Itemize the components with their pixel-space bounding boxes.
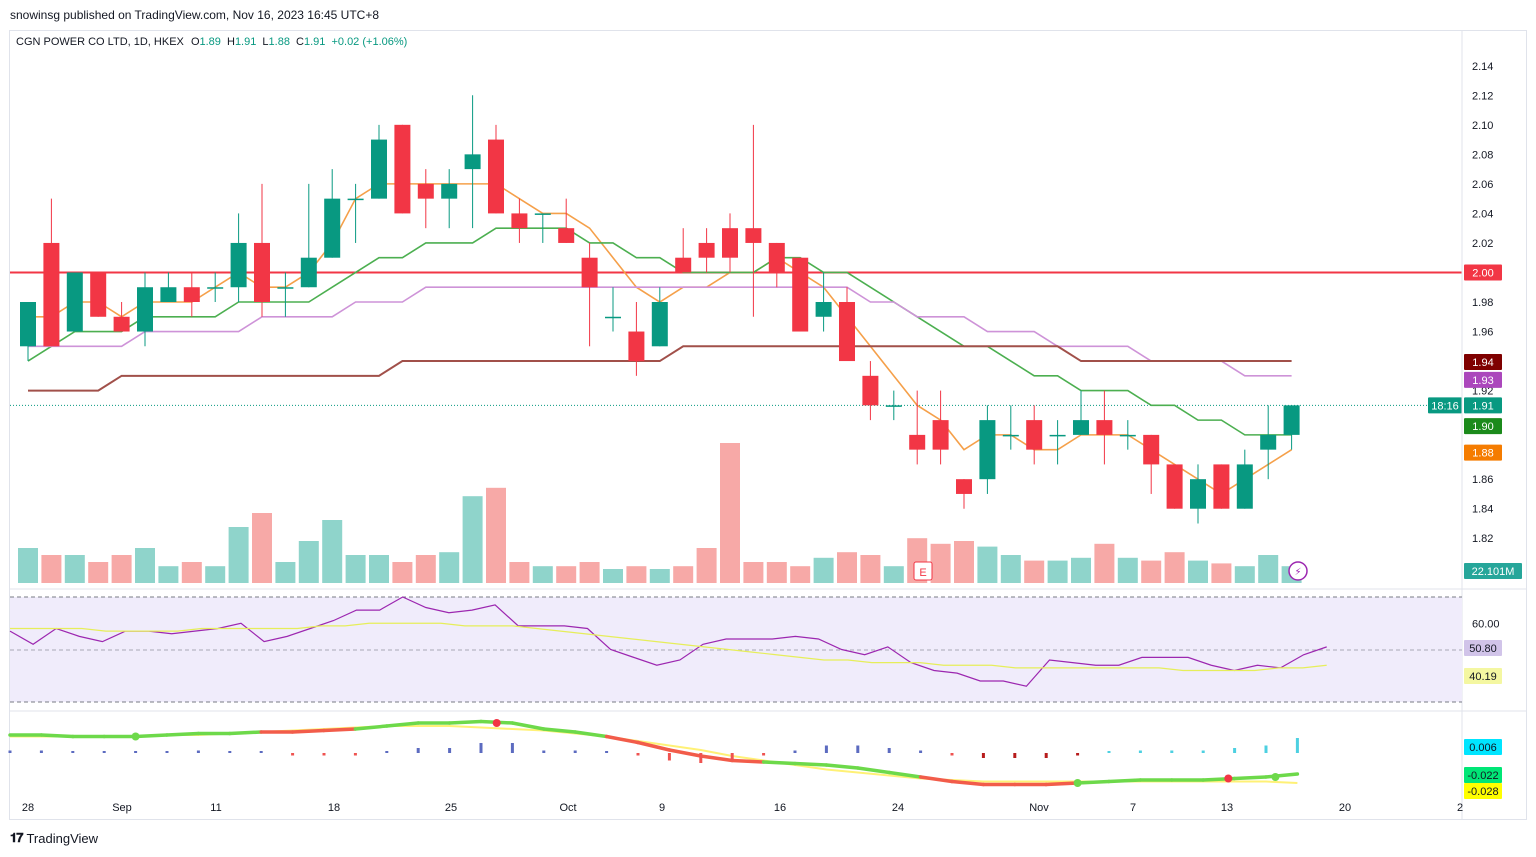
high-value-label: H bbox=[226, 36, 235, 48]
close-value: 1.91 bbox=[303, 36, 326, 48]
change-value: +0.02 (+1.06%) bbox=[331, 36, 408, 48]
brand-name: TradingView bbox=[26, 830, 99, 846]
low-value: 1.88 bbox=[268, 36, 290, 48]
symbol-legend: CGN POWER CO LTD, 1D, HKEX O1.89 H1.91 L… bbox=[16, 36, 407, 48]
symbol-title: CGN POWER CO LTD, 1D, HKEX bbox=[16, 36, 184, 48]
publish-note: snowinsg published on TradingView.com, N… bbox=[10, 8, 380, 22]
high-value: 1.91 bbox=[234, 36, 257, 48]
low-value-label: L bbox=[262, 36, 269, 48]
chart-frame bbox=[9, 30, 1527, 820]
footer-brand: 𝟏𝟕 TradingView bbox=[10, 830, 98, 846]
open-value-label: O bbox=[190, 36, 200, 48]
open-value: 1.89 bbox=[199, 36, 221, 48]
close-value-label: C bbox=[296, 36, 304, 48]
tradingview-logo-icon: 𝟏𝟕 bbox=[10, 830, 24, 845]
